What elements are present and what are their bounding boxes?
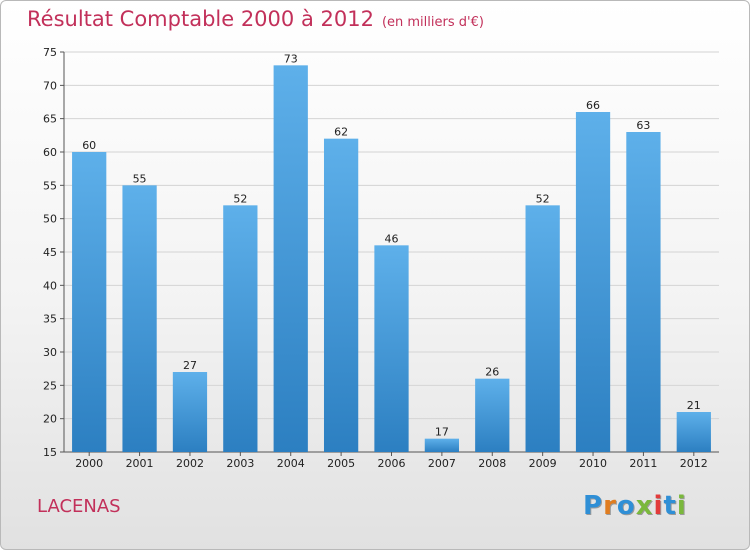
labels: 15 20 25 30 35 40 45 50 55 60 65 70 75 60 2000 55 2001 27… xyxy=(43,46,708,470)
y-tick-label: 60 xyxy=(43,146,57,159)
title-text: Résultat Comptable 2000 à 2012 xyxy=(27,7,374,31)
bar xyxy=(374,245,409,452)
x-tick-label: 2000 xyxy=(75,457,103,470)
data-label: 27 xyxy=(183,359,197,372)
proxiti-logo: Proxiti xyxy=(583,491,687,521)
y-tick-label: 15 xyxy=(43,446,57,459)
data-label: 62 xyxy=(334,126,348,139)
place-name: LACENAS xyxy=(37,496,121,517)
y-tick-label: 65 xyxy=(43,113,57,126)
y-tick-label: 55 xyxy=(43,179,57,192)
data-label: 52 xyxy=(536,192,550,205)
chart-title: Résultat Comptable 2000 à 2012 (en millie… xyxy=(27,7,484,31)
logo-letter: x xyxy=(635,491,654,521)
bar xyxy=(172,372,208,452)
x-tick-label: 2002 xyxy=(176,457,204,470)
logo-letter: i xyxy=(653,491,664,521)
bar xyxy=(72,152,107,452)
bar xyxy=(676,412,711,452)
title-subtitle: (en milliers d'€) xyxy=(381,15,484,30)
y-tick-label: 45 xyxy=(43,246,57,259)
data-label: 73 xyxy=(284,52,298,65)
bar xyxy=(626,132,661,452)
y-tick-label: 25 xyxy=(43,379,57,392)
data-label: 52 xyxy=(233,192,247,205)
data-label: 55 xyxy=(133,172,147,185)
data-label: 60 xyxy=(82,139,96,152)
y-tick-label: 40 xyxy=(43,279,57,292)
bar xyxy=(323,138,359,452)
data-label: 63 xyxy=(636,119,650,132)
x-tick-label: 2001 xyxy=(126,457,154,470)
bar xyxy=(475,378,510,452)
bar xyxy=(273,65,308,452)
bar xyxy=(122,185,157,453)
x-tick-label: 2011 xyxy=(629,457,657,470)
x-tick-label: 2009 xyxy=(529,457,557,470)
x-tick-label: 2012 xyxy=(680,457,708,470)
bar xyxy=(223,205,258,452)
x-tick-label: 2005 xyxy=(327,457,355,470)
data-label: 17 xyxy=(435,426,449,439)
data-label: 21 xyxy=(687,399,701,412)
data-label: 46 xyxy=(385,232,399,245)
data-label: 66 xyxy=(586,99,600,112)
bar xyxy=(424,438,460,452)
logo-letter: o xyxy=(616,491,636,521)
x-tick-label: 2007 xyxy=(428,457,456,470)
y-tick-label: 70 xyxy=(43,79,57,92)
logo-letter: i xyxy=(676,491,687,521)
x-tick-label: 2006 xyxy=(378,457,406,470)
x-tick-label: 2008 xyxy=(478,457,506,470)
x-tick-label: 2010 xyxy=(579,457,607,470)
y-tick-label: 75 xyxy=(43,46,57,59)
data-label: 26 xyxy=(485,366,499,379)
x-tick-label: 2004 xyxy=(277,457,305,470)
y-tick-label: 50 xyxy=(43,213,57,226)
bar xyxy=(575,112,611,452)
bar xyxy=(525,205,560,452)
x-tick-label: 2003 xyxy=(226,457,254,470)
y-tick-label: 20 xyxy=(43,413,57,426)
logo-letter: r xyxy=(603,491,617,521)
logo-letter: P xyxy=(583,491,604,521)
bars xyxy=(72,65,711,453)
y-tick-label: 30 xyxy=(43,346,57,359)
logo-letter: t xyxy=(663,491,677,521)
y-tick-label: 35 xyxy=(43,313,57,326)
